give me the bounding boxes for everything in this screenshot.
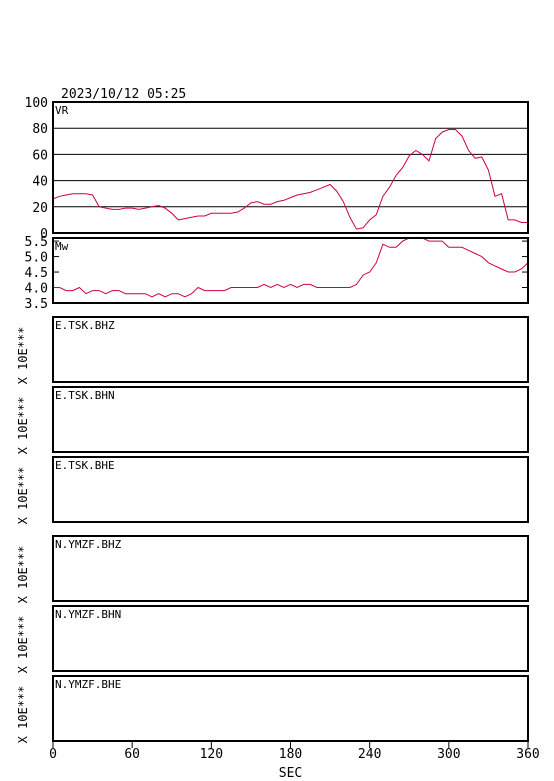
x-axis: 0 60 120 180 240 300 360 SEC xyxy=(49,741,540,781)
x-tick-label: 360 xyxy=(516,747,539,762)
panel-label: E.TSK.BHE xyxy=(55,459,115,472)
panel-frame xyxy=(52,675,529,742)
y-tick-label: 60 xyxy=(32,148,48,163)
panel-e-tsk-bhz: X 10E*** E.TSK.BHZ xyxy=(16,316,529,385)
panel-e-tsk-bhe: X 10E*** E.TSK.BHE xyxy=(16,456,529,525)
panel-label: Mw xyxy=(55,240,69,253)
panel-label: N.YMZF.BHN xyxy=(55,608,121,621)
x-tick-label: 120 xyxy=(200,747,223,762)
panel-frame xyxy=(52,237,529,304)
panels: 0 20 40 60 80 100 VR 3.54.04.55.05.5 Mw X 10E*** E… xyxy=(16,96,529,744)
panel-n-ymzf-bhn: X 10E*** N.YMZF.BHN xyxy=(16,605,529,674)
y-tick-label: 4.5 xyxy=(25,266,48,281)
y-tick-label: 3.5 xyxy=(25,297,48,312)
panel-n-ymzf-bhz: X 10E*** N.YMZF.BHZ xyxy=(16,535,529,604)
y-axis-label: X 10E*** xyxy=(16,397,30,455)
series-line-mw xyxy=(53,237,529,298)
y-tick-label: 100 xyxy=(25,96,48,111)
panel-label: N.YMZF.BHE xyxy=(55,678,121,691)
x-tick-label: 300 xyxy=(437,747,460,762)
y-tick-label: 5.5 xyxy=(25,235,48,250)
panel-label: E.TSK.BHN xyxy=(55,389,115,402)
panel-label: E.TSK.BHZ xyxy=(55,319,115,332)
y-tick-label: 4.0 xyxy=(25,282,48,297)
y-axis-label: X 10E*** xyxy=(16,686,30,744)
x-tick-label: 180 xyxy=(279,747,302,762)
y-axis-label: X 10E*** xyxy=(16,546,30,604)
panel-frame xyxy=(52,386,529,453)
x-tick-label: 60 xyxy=(124,747,140,762)
datetime-label: 2023/10/12 05:25 xyxy=(61,87,186,102)
panel-frame xyxy=(52,316,529,383)
panel-label: VR xyxy=(55,104,69,117)
panel-frame xyxy=(52,101,529,234)
y-tick-label: 5.0 xyxy=(25,251,48,266)
panel-e-tsk-bhn: X 10E*** E.TSK.BHN xyxy=(16,386,529,455)
x-axis-label: SEC xyxy=(279,766,302,781)
series-line-vr xyxy=(52,129,528,230)
panel-label: N.YMZF.BHZ xyxy=(55,538,122,551)
y-axis-label: X 10E*** xyxy=(16,616,30,674)
y-tick-label: 80 xyxy=(32,122,48,137)
y-axis-label: X 10E*** xyxy=(16,467,30,525)
y-tick-label: 40 xyxy=(32,175,48,190)
x-tick-label: 240 xyxy=(358,747,381,762)
panel-frame xyxy=(52,605,529,672)
panel-frame xyxy=(52,535,529,602)
panel-n-ymzf-bhe: X 10E*** N.YMZF.BHE xyxy=(16,675,529,744)
y-tick-label: 0 xyxy=(40,227,48,242)
y-axis-label: X 10E*** xyxy=(16,327,30,385)
panel-frame xyxy=(52,456,529,523)
y-tick-label: 20 xyxy=(32,201,48,216)
panel-vr: 0 20 40 60 80 100 VR xyxy=(25,96,529,242)
x-tick-label: 0 xyxy=(49,747,57,762)
panel-mw: 3.54.04.55.05.5 Mw xyxy=(25,235,529,312)
